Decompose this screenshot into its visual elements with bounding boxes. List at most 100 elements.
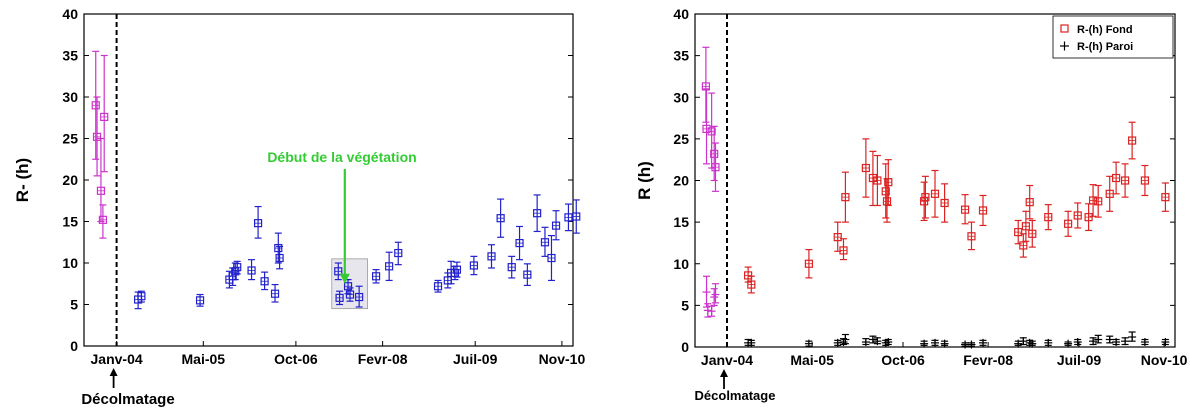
data-point: [496, 198, 505, 238]
data-point: [1044, 338, 1053, 347]
legend-box: [1052, 15, 1174, 59]
y-tick-label: 0: [70, 338, 78, 354]
data-point: [270, 283, 280, 303]
data-point: [1128, 121, 1137, 160]
data-point: [1140, 164, 1150, 197]
y-tick-label: 30: [673, 89, 689, 105]
data-point: [1094, 334, 1103, 344]
y-tick-label: 5: [70, 297, 78, 313]
data-point: [1161, 182, 1170, 212]
y-axis-label: R (h): [635, 161, 654, 200]
y-tick-label: 10: [62, 255, 78, 271]
data-point: [920, 339, 929, 348]
data-point: [804, 339, 813, 348]
annotation-arrow-head: [339, 273, 350, 284]
data-point: [334, 262, 343, 281]
data-point: [744, 266, 753, 283]
data-point: [711, 142, 720, 192]
data-point: [551, 210, 561, 241]
y-tick-label: 0: [681, 339, 689, 355]
x-tick-label: Nov-10: [539, 351, 586, 367]
data-point: [931, 338, 939, 347]
data-point: [881, 163, 890, 219]
x-tick-label: Mai-05: [790, 352, 834, 368]
data-point: [841, 333, 850, 345]
x-tick-label: Nov-10: [1141, 352, 1188, 368]
y-tick-label: 20: [673, 173, 689, 189]
data-point: [884, 338, 893, 347]
data-point: [469, 255, 478, 276]
data-point: [523, 263, 532, 287]
data-point: [1021, 210, 1030, 242]
data-point: [960, 194, 970, 225]
decolmatage-label: Décolmatage: [695, 388, 776, 403]
data-point: [747, 275, 756, 294]
x-tick-label: Janv-04: [701, 352, 753, 368]
data-point: [247, 259, 256, 281]
data-point: [1105, 335, 1114, 344]
y-tick-label: 15: [673, 214, 689, 230]
data-point: [884, 159, 893, 207]
data-point: [1121, 337, 1130, 346]
data-point: [1014, 219, 1023, 245]
data-point: [564, 203, 573, 232]
data-point: [702, 275, 711, 308]
data-point: [979, 338, 987, 347]
legend-swatch-square: [1060, 24, 1069, 33]
legend-label: R-(h) Fond: [1077, 24, 1133, 36]
data-point: [1028, 219, 1037, 248]
data-point: [967, 221, 976, 251]
data-point: [1064, 339, 1073, 348]
data-point: [507, 255, 516, 279]
data-point: [533, 194, 542, 233]
data-point: [572, 199, 581, 234]
data-point: [1044, 204, 1053, 231]
data-point: [371, 269, 381, 284]
data-point: [1089, 337, 1098, 346]
plot-frame: [83, 13, 574, 347]
data-point: [930, 169, 940, 218]
data-point: [711, 283, 720, 304]
data-point: [1064, 210, 1073, 237]
y-tick-label: 20: [62, 172, 78, 188]
data-point: [1112, 338, 1121, 347]
data-point: [195, 293, 205, 307]
data-point: [1120, 163, 1130, 198]
data-point: [345, 287, 355, 302]
x-tick-label: Juil-09: [1057, 352, 1102, 368]
data-point: [940, 183, 949, 223]
data-point: [394, 241, 403, 266]
x-tick-label: Mai-05: [182, 351, 226, 367]
left-chart: 0 5 10 15 20 25 30 35 40 Janv-04 Mai-05 Oct-06 Fevr-…: [13, 6, 585, 408]
decolmatage-arrow-head: [720, 369, 728, 377]
y-axis-label: R- (h): [13, 158, 32, 202]
data-point: [703, 303, 712, 318]
data-point: [91, 50, 100, 160]
data-point: [702, 88, 711, 165]
decolmatage-label: Décolmatage: [81, 391, 174, 408]
data-point: [873, 337, 882, 346]
data-point: [275, 245, 284, 270]
data-point: [868, 335, 877, 344]
data-point: [1140, 338, 1149, 347]
data-point: [1161, 338, 1170, 347]
data-point: [833, 338, 842, 347]
x-tick-label: Juil-09: [453, 351, 498, 367]
data-point: [1025, 184, 1034, 220]
data-point: [1028, 339, 1037, 348]
data-point: [1088, 184, 1098, 217]
data-point: [515, 225, 524, 261]
data-point: [1073, 338, 1082, 347]
x-tick-label: Fevr-08: [358, 351, 408, 367]
data-point: [487, 244, 496, 269]
data-point: [707, 305, 716, 317]
data-point: [747, 338, 756, 347]
data-point: [1019, 337, 1028, 346]
data-point: [1128, 331, 1137, 342]
data-point: [355, 285, 364, 308]
data-point: [873, 154, 882, 207]
y-tick-label: 25: [62, 131, 78, 147]
data-point: [710, 125, 719, 182]
data-point: [540, 226, 550, 257]
